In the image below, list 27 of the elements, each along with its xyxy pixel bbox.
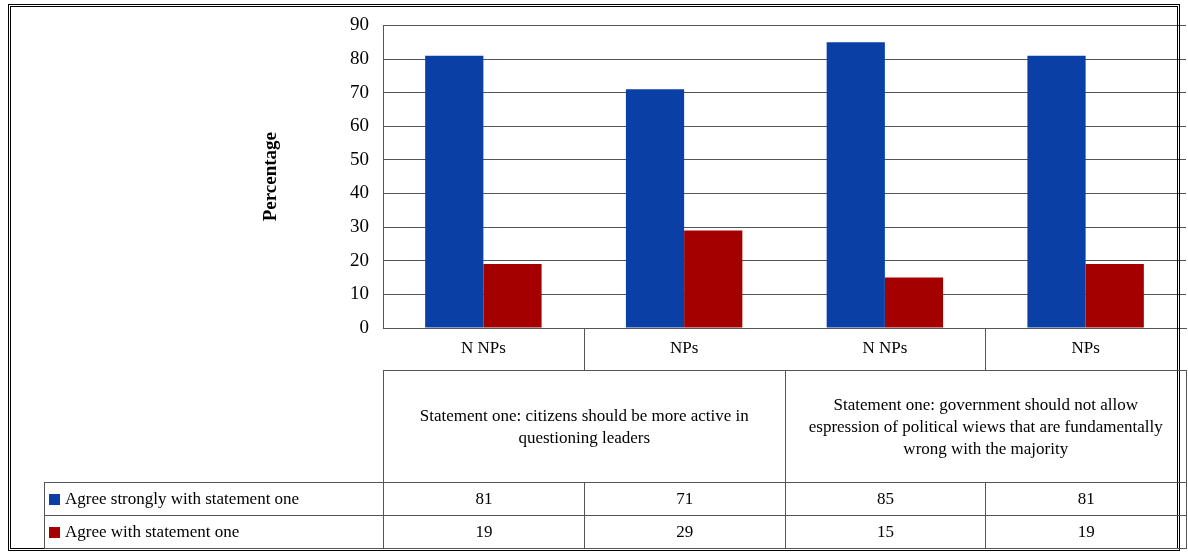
data-label: 29	[584, 515, 785, 549]
text: Statement one: citizens should be more active in questioning leaders	[383, 370, 785, 483]
y-tick-label: 70	[350, 80, 369, 102]
data-label: 85	[785, 482, 986, 516]
y-tick-label: 90	[350, 13, 369, 35]
x-tick-label: NPs	[1071, 337, 1100, 357]
x-tick-label: N NPs	[862, 337, 908, 357]
legend-label: Agree strongly with statement one	[44, 482, 384, 516]
y-tick-label: 0	[359, 315, 369, 337]
y-tick-label: 80	[350, 47, 369, 69]
y-axis-title: Percentage	[259, 132, 281, 222]
legend-label: Agree with statement one	[44, 515, 384, 549]
y-tick-label: 50	[350, 147, 369, 169]
data-label: 81	[383, 482, 585, 516]
data-label: 15	[785, 515, 986, 549]
y-tick-label: 20	[350, 248, 369, 270]
y-tick-label: 60	[350, 114, 369, 136]
x-tick-label: NPs	[669, 337, 699, 357]
data-label: 71	[584, 482, 785, 516]
data-label: 19	[985, 515, 1187, 549]
text: Statement one: government should not allow espression of political wiews that are fundamentally wrong with the majority	[785, 370, 1187, 483]
data-label: 81	[985, 482, 1187, 516]
y-tick-label: 40	[350, 181, 369, 203]
y-tick-label: 10	[350, 282, 369, 304]
data-label: 19	[383, 515, 585, 549]
x-tick-label: N NPs	[460, 337, 506, 357]
y-tick-label: 30	[350, 215, 369, 237]
